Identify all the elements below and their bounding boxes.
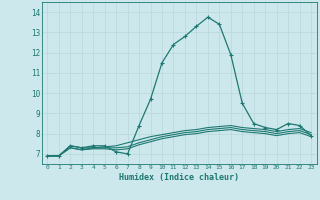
X-axis label: Humidex (Indice chaleur): Humidex (Indice chaleur): [119, 173, 239, 182]
